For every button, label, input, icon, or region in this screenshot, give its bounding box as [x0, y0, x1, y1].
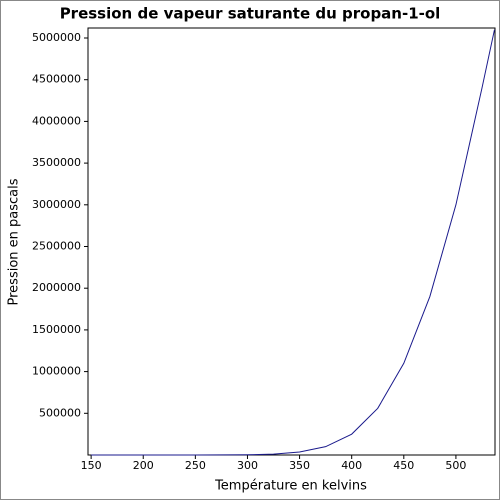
x-tick-label: 200	[133, 459, 154, 472]
y-tick-label: 5000000	[32, 31, 81, 44]
x-tick-label: 250	[185, 459, 206, 472]
y-tick-label: 2000000	[32, 281, 81, 294]
x-tick-label: 350	[289, 459, 310, 472]
y-tick-label: 2500000	[32, 240, 81, 253]
chart-title: Pression de vapeur saturante du propan-1…	[60, 5, 441, 23]
y-tick-label: 3500000	[32, 156, 81, 169]
plot-area	[87, 27, 496, 456]
x-tick-label: 450	[393, 459, 414, 472]
line	[91, 29, 495, 456]
x-axis-label: Température en kelvins	[214, 479, 367, 494]
x-tick-label: 300	[237, 459, 258, 472]
y-axis-label: Pression en pascals	[7, 178, 22, 305]
y-tick-label: 4500000	[32, 73, 81, 86]
x-tick-label: 400	[341, 459, 362, 472]
y-tick-label: 1500000	[32, 323, 81, 336]
y-tick-label: 500000	[39, 406, 81, 419]
y-tick-label: 1000000	[32, 365, 81, 378]
y-tick-label: 4000000	[32, 114, 81, 127]
x-tick-label: 150	[81, 459, 102, 472]
y-tick-label: 3000000	[32, 198, 81, 211]
x-tick-label: 500	[445, 459, 466, 472]
